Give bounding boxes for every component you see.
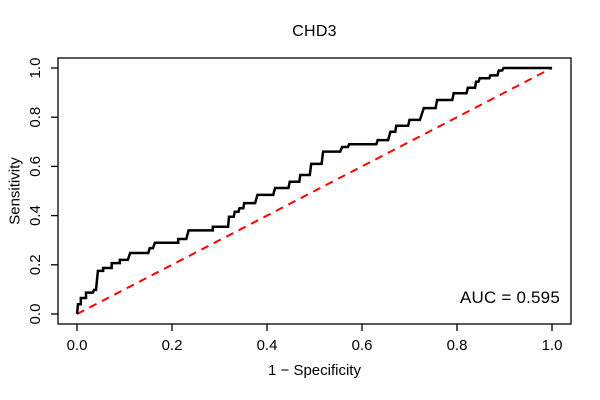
x-axis-label: 1 − Specificity [268, 362, 361, 379]
y-tick-label: 0.0 [27, 304, 44, 325]
chart-title: CHD3 [292, 23, 337, 40]
x-tick-label: 0.6 [352, 337, 373, 354]
chance-diagonal-line [76, 67, 553, 315]
x-tick-label: 0.8 [447, 337, 468, 354]
y-tick-label: 1.0 [27, 58, 44, 79]
y-tick-label: 0.6 [27, 156, 44, 177]
y-tick-label: 0.8 [27, 107, 44, 128]
auc-annotation: AUC = 0.595 [459, 288, 560, 307]
x-tick-label: 0.0 [67, 337, 88, 354]
x-tick-label: 0.2 [162, 337, 183, 354]
roc-curve-path [75, 66, 552, 315]
y-axis-label: Sensitivity [6, 157, 24, 225]
x-tick-label: 1.0 [542, 337, 563, 354]
x-tick-label: 0.4 [257, 337, 278, 354]
plot-box [57, 57, 572, 325]
y-tick-label: 0.4 [27, 205, 44, 226]
y-tick-label: 0.2 [27, 254, 44, 275]
